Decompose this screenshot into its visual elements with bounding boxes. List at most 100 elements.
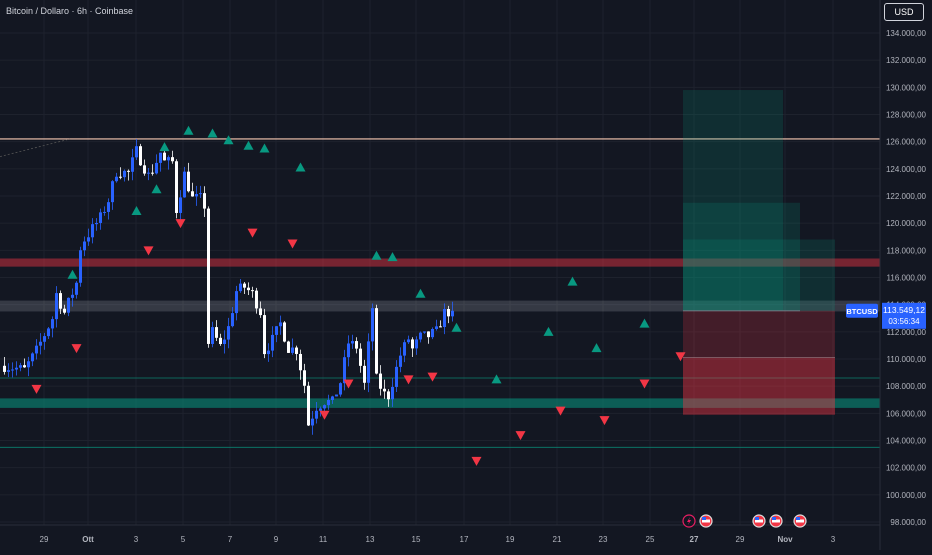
lightning-event-icon[interactable] xyxy=(682,514,696,528)
candle-up xyxy=(159,152,162,163)
price-tick-label: 134.000,00 xyxy=(886,29,927,38)
candle-down xyxy=(363,365,366,383)
candle-down xyxy=(379,373,382,389)
buy-signal-triangle xyxy=(543,326,554,336)
candle-down xyxy=(3,365,6,372)
buy-signal-triangle xyxy=(223,135,234,145)
candle-up xyxy=(195,194,198,197)
candle-up xyxy=(415,339,418,349)
candle-up xyxy=(339,383,342,395)
candle-up xyxy=(31,353,34,362)
candle-up xyxy=(331,396,334,400)
sell-signal-triangle xyxy=(175,219,186,229)
price-tick-label: 128.000,00 xyxy=(886,111,927,120)
candle-up xyxy=(403,342,406,356)
candle-up xyxy=(179,197,182,213)
candle-down xyxy=(375,308,378,374)
candle-down xyxy=(247,287,250,291)
candle-up xyxy=(291,347,294,353)
candle-up xyxy=(51,319,54,329)
buy-signal-triangle xyxy=(491,374,502,384)
us-flag-event-icon[interactable] xyxy=(699,514,713,528)
candle-down xyxy=(387,391,390,400)
price-tick-label: 124.000,00 xyxy=(886,165,927,174)
candle-up xyxy=(131,157,134,172)
candle-down xyxy=(355,341,358,349)
current-price-badge: BTCUSD 113.549,12 03:56:34 xyxy=(846,302,926,329)
flag-stripe xyxy=(796,519,804,523)
sell-signal-triangle xyxy=(555,406,566,416)
candle-up xyxy=(167,157,170,161)
candle-down xyxy=(203,193,206,209)
candle-down xyxy=(259,308,262,316)
buy-signal-triangle xyxy=(451,322,462,332)
candle-up xyxy=(451,310,454,317)
candle-up xyxy=(275,326,278,335)
candle-up xyxy=(111,181,114,203)
time-tick-label: Nov xyxy=(777,535,793,544)
candle-down xyxy=(359,348,362,366)
grid xyxy=(0,0,880,525)
take-profit-area xyxy=(683,239,835,311)
sell-signal-triangle xyxy=(427,372,438,382)
time-tick-label: 3 xyxy=(831,535,836,544)
candle-down xyxy=(303,370,306,386)
candle-up xyxy=(351,341,354,344)
candle-up xyxy=(75,282,78,295)
buy-signal-triangle xyxy=(67,269,78,279)
time-tick-label: 15 xyxy=(412,535,421,544)
candle-up xyxy=(155,162,158,174)
trend-line xyxy=(0,138,71,157)
candle-up xyxy=(335,394,338,397)
sell-signal-triangle xyxy=(639,379,650,389)
us-flag-event-icon[interactable] xyxy=(769,514,783,528)
candle-down xyxy=(187,171,190,192)
candle-up xyxy=(103,211,106,213)
time-tick-label: 5 xyxy=(181,535,186,544)
time-tick-label: 7 xyxy=(228,535,233,544)
candle-up xyxy=(311,418,314,426)
time-tick-label: Ott xyxy=(82,535,94,544)
sell-signal-triangle xyxy=(319,410,330,420)
candle-up xyxy=(367,341,370,383)
candle-down xyxy=(283,322,286,342)
event-markers xyxy=(682,514,807,528)
candle-up xyxy=(399,355,402,367)
sell-signal-triangle xyxy=(599,416,610,426)
price-tick-label: 102.000,00 xyxy=(886,464,927,473)
price-tick-label: 110.000,00 xyxy=(887,355,927,364)
candle-up xyxy=(71,294,74,298)
candle-up xyxy=(135,146,138,158)
candle-up xyxy=(183,171,186,198)
demand-zone xyxy=(0,398,880,408)
candle-down xyxy=(295,347,298,354)
us-flag-event-icon[interactable] xyxy=(793,514,807,528)
candle-down xyxy=(59,293,62,309)
candle-up xyxy=(347,343,350,358)
sell-signal-triangle xyxy=(287,239,298,249)
time-tick-label: 25 xyxy=(646,535,655,544)
candle-up xyxy=(47,328,50,337)
supply-zone xyxy=(0,258,880,267)
price-tick-label: 132.000,00 xyxy=(886,56,927,65)
candle-up xyxy=(107,202,110,212)
candle-down xyxy=(63,308,66,313)
candle-down xyxy=(299,353,302,371)
sell-signal-triangle xyxy=(31,384,42,394)
flag-canton xyxy=(772,517,776,520)
buy-signal-triangle xyxy=(371,250,382,260)
candle-up xyxy=(431,329,434,338)
us-flag-event-icon[interactable] xyxy=(752,514,766,528)
currency-button[interactable]: USD xyxy=(884,3,924,21)
lightning-glyph xyxy=(687,517,691,525)
sell-signal-triangle xyxy=(515,431,526,441)
sell-signal-triangle xyxy=(343,379,354,389)
buy-signal-triangle xyxy=(207,128,218,138)
time-tick-label: 3 xyxy=(134,535,139,544)
price-tick-label: 116.000,00 xyxy=(887,274,927,283)
time-tick-label: 19 xyxy=(506,535,515,544)
stop-loss-area-inner xyxy=(683,357,835,415)
candle-up xyxy=(35,345,38,354)
